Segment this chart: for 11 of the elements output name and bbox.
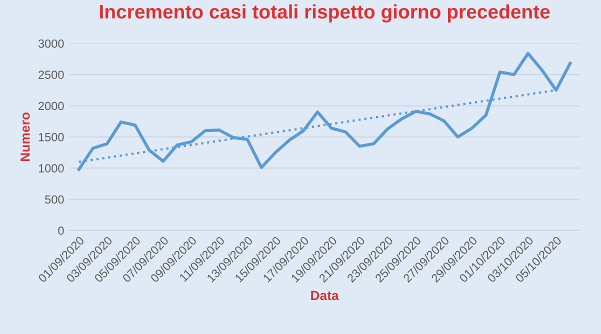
line-series <box>77 52 572 171</box>
y-tick-label: 1000 <box>38 164 64 173</box>
x-axis-title: Data <box>311 290 339 300</box>
y-tick-label: 500 <box>45 195 64 204</box>
y-tick-label: 3000 <box>38 39 64 48</box>
y-axis-title: Numero <box>20 112 30 161</box>
y-tick-label: 0 <box>58 226 64 235</box>
chart-title: Incremento casi totali rispetto giorno precedente <box>100 4 550 23</box>
y-tick-label: 2000 <box>38 102 64 110</box>
y-tick-label: 2500 <box>38 70 64 79</box>
y-tick-label: 1500 <box>38 132 64 142</box>
